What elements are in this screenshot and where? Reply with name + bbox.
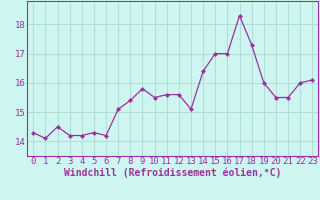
X-axis label: Windchill (Refroidissement éolien,°C): Windchill (Refroidissement éolien,°C) <box>64 168 282 178</box>
